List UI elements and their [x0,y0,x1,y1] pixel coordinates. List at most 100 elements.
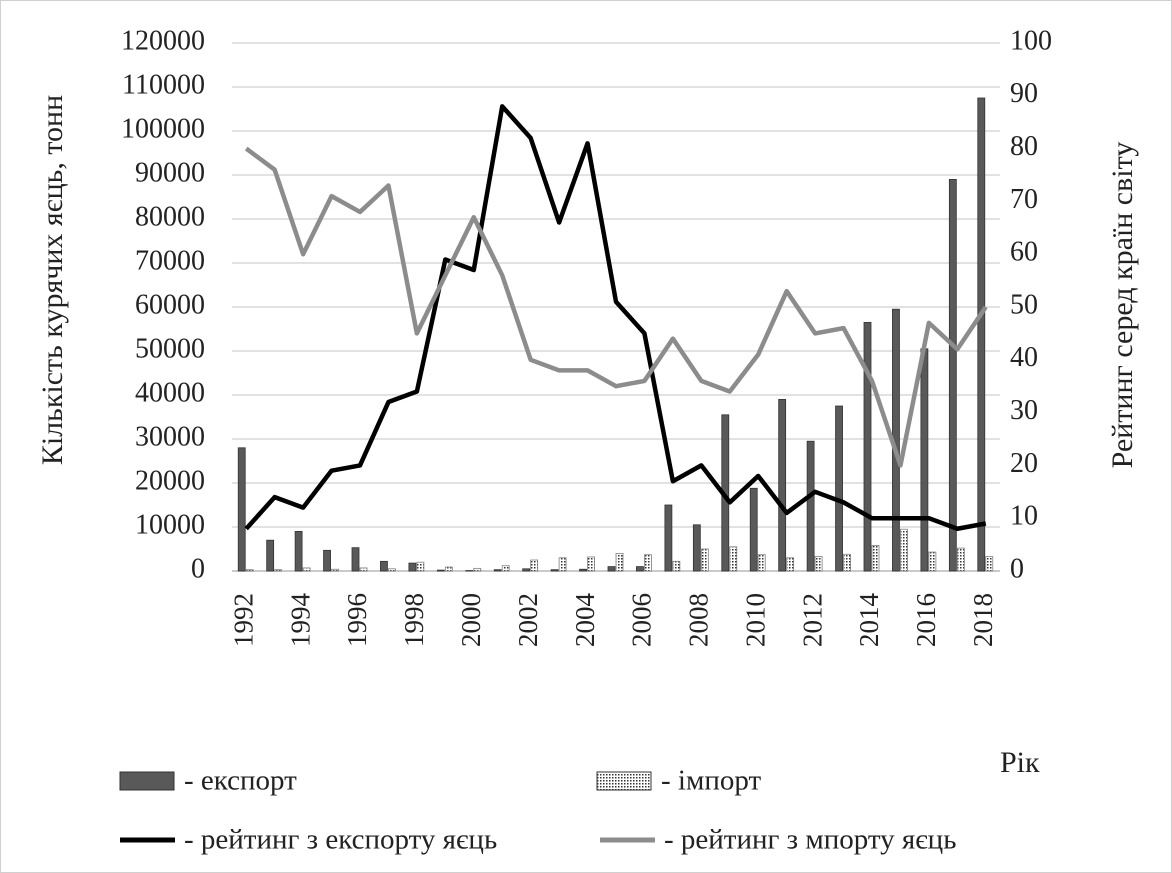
y-tick-label: 30000 [135,421,205,452]
y2-tick-label: 0 [1010,553,1024,584]
bar [863,321,872,572]
x-tick-label: 2004 [570,593,600,648]
bar [814,556,823,572]
legend-label: - рейтинг з мпорту яєць [664,824,956,856]
legend-swatch [596,771,652,791]
bar [778,398,787,572]
x-tick-label: 1994 [285,593,315,648]
x-tick-label: 2014 [854,593,884,648]
bar [294,531,303,572]
y2-tick-label: 90 [1010,78,1038,109]
bar [672,560,681,572]
bar [806,440,815,572]
y-axis-title: Кількість курячих яєць, тонн [36,95,69,465]
y2-tick-label: 80 [1010,131,1038,162]
bar [636,566,644,572]
y2-axis-title: Рейтинг серед країн світу [1106,142,1139,469]
bar [493,569,502,572]
y-tick-label: 100000 [121,113,205,144]
y2-tick-label: 20 [1010,448,1038,479]
y-tick-label: 50000 [135,333,205,364]
bar [558,557,567,572]
x-tick-label: 2010 [740,593,770,647]
y2-tick-label: 30 [1010,395,1038,426]
bar [644,554,652,572]
legend-swatch [119,771,175,791]
y2-tick-label: 10 [1010,501,1038,532]
bar [388,568,396,572]
line [244,104,987,532]
y-tick-label: 90000 [135,157,205,188]
bar [977,97,986,572]
legend-label: - імпорт [661,765,761,797]
y-tick-label: 70000 [135,245,205,276]
bar [757,554,766,572]
y2-tick-label: 70 [1010,184,1038,215]
bar [550,569,559,572]
bar [522,568,531,572]
bar [436,569,445,572]
line [244,146,988,468]
bar [501,565,510,572]
bar [692,524,701,572]
bar [579,568,587,572]
legend-label: - рейтинг з експорту яєць [184,824,497,856]
bar [749,487,758,572]
y-tick-label: 40000 [135,377,205,408]
bar [786,557,795,572]
x-tick-label: 2018 [968,593,998,647]
bar [729,546,738,572]
y-tick-label: 80000 [135,201,205,232]
y2-tick-label: 100 [1010,25,1052,56]
bar [245,569,254,572]
x-tick-label: 1996 [342,593,372,647]
y-tick-label: 10000 [135,509,205,540]
bar [323,549,331,572]
legend-label: - експорт [184,765,297,797]
bar [380,560,388,572]
x-tick-label: 2008 [684,593,714,647]
bar [359,567,368,572]
x-tick-label: 2000 [456,593,486,647]
x-tick-label: 2016 [911,593,941,647]
bar [956,547,965,572]
bar [587,556,595,572]
y-tick-label: 20000 [135,465,205,496]
x-tick-label: 2006 [627,593,657,647]
x-axis-title: Рік [1000,746,1040,779]
bar [331,568,339,572]
bar [473,567,482,572]
bar [871,545,880,572]
y2-tick-label: 60 [1010,237,1038,268]
bar [530,559,539,572]
y-tick-label: 0 [191,553,205,584]
bar [920,348,929,572]
bar [928,551,937,572]
bar [700,548,709,572]
bar [615,553,624,572]
bar [416,561,425,572]
bar [351,547,360,572]
bar [985,556,994,572]
bar [444,566,453,572]
bar [274,569,283,572]
bar [664,504,673,572]
x-tick-label: 2002 [513,593,543,647]
bar [948,178,957,572]
y-tick-label: 120000 [121,25,205,56]
y2-tick-label: 40 [1010,342,1038,373]
x-tick-label: 2012 [797,593,827,647]
bar [607,566,616,572]
bar [835,405,843,572]
bar [266,539,275,572]
y-tick-label: 60000 [135,289,205,320]
x-tick-label: 1992 [228,593,258,647]
bar [843,553,851,572]
bar [900,528,908,572]
bar [302,567,311,572]
bar [408,562,417,572]
x-tick-label: 1998 [399,593,429,647]
y2-tick-label: 50 [1010,289,1038,320]
